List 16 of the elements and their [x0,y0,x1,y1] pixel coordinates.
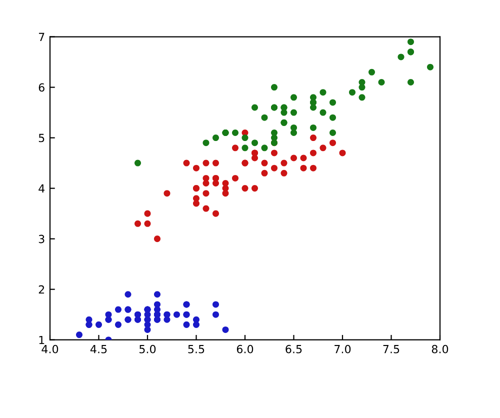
x-tick-label: 7.5 [383,345,400,354]
y-tick-label: 7 [38,32,44,42]
y-tick-label: 5 [38,134,44,142]
y-tick-label: 6 [38,83,44,92]
x-tick-label: 6.0 [236,344,254,354]
x-tick-label: 4.0 [42,344,58,354]
x-tick-label: 6.5 [286,344,302,354]
x-tick-label: 4.5 [90,345,107,354]
y-tick-label: 2 [38,285,44,294]
x-tick-label: 5.0 [140,344,156,354]
x-tick-label: 8.0 [432,344,448,354]
y-tick-label: 3 [38,234,44,244]
x-tick-label: 7.0 [334,344,351,354]
y-tick-label: 1 [39,336,44,344]
x-tick-label: 5.5 [188,345,204,354]
y-tick-label: 4 [38,184,45,193]
